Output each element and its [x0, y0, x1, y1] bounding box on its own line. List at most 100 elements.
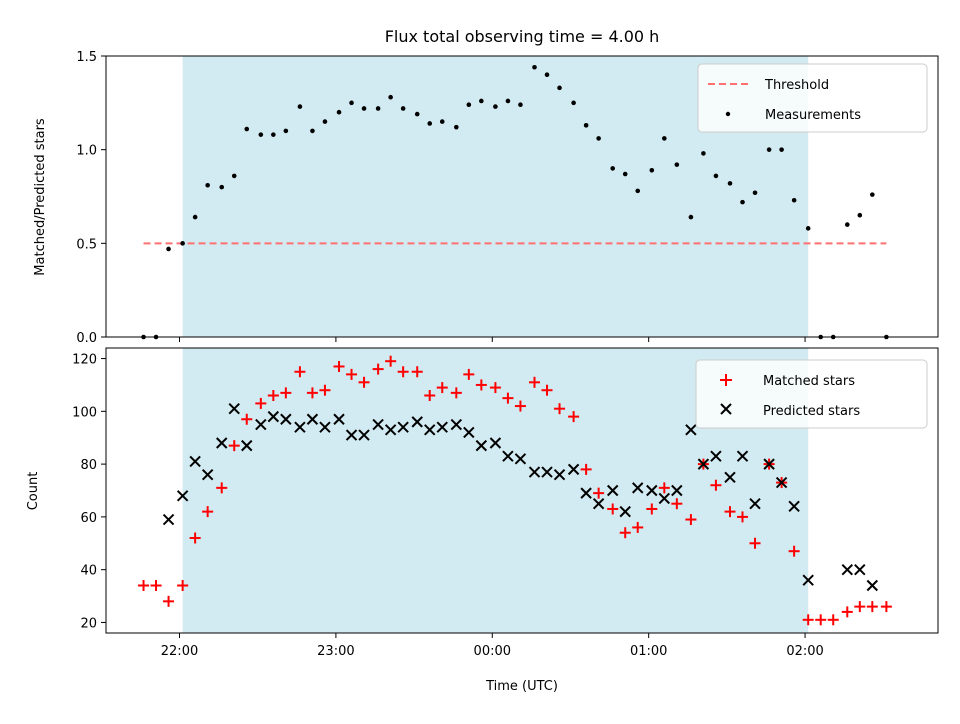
measurement-point — [231, 173, 237, 179]
measurement-point — [310, 128, 315, 134]
matched-star-point — [463, 368, 475, 380]
top-axes-frame — [105, 55, 939, 338]
measurement-point — [414, 111, 420, 117]
matched-star-point — [241, 413, 253, 425]
predicted-star-point — [854, 563, 866, 576]
bottom-y-tick-label: 80 — [80, 458, 97, 473]
matched-star-point — [827, 614, 839, 626]
predicted-star-point — [306, 413, 319, 425]
predicted-star-point — [319, 421, 331, 433]
matched-star-point — [607, 503, 619, 515]
measurement-point — [635, 188, 641, 194]
matched-star-point — [255, 397, 267, 409]
bottom-y-tick-label: 100 — [72, 405, 97, 420]
matched-star-point — [358, 376, 370, 388]
x-tick-label: 01:00 — [630, 644, 667, 659]
measurement-point — [349, 100, 354, 106]
measurement-point — [544, 72, 550, 78]
matched-star-point — [202, 506, 214, 518]
predicted-star-point — [358, 429, 370, 441]
predicted-star-point — [450, 418, 463, 431]
x-tick-label: 00:00 — [474, 644, 511, 659]
bottom-y-tick-label: 20 — [80, 616, 97, 631]
top-y-tick-label: 1.0 — [76, 144, 97, 159]
measurement-point — [583, 123, 589, 128]
top-y-tick-label: 1.5 — [76, 50, 97, 65]
matched-star-point — [737, 511, 749, 523]
predicted-star-point — [280, 413, 292, 425]
measurement-points — [141, 64, 889, 340]
predicted-star-point — [646, 484, 658, 497]
top-y-tick-label: 0.0 — [76, 331, 97, 346]
predicted-star-point — [592, 497, 605, 510]
predicted-star-point — [397, 421, 409, 433]
matched-star-point — [632, 521, 644, 533]
matched-star-point — [450, 387, 462, 399]
measurement-point — [844, 222, 850, 227]
measurement-point — [532, 64, 537, 70]
matched-star-point — [593, 487, 605, 499]
measurement-point — [779, 147, 784, 152]
matched-star-point — [346, 368, 358, 380]
bottom-axes-frame — [105, 347, 939, 634]
predicted-star-point — [463, 426, 475, 439]
measurement-point — [336, 109, 342, 115]
predicted-star-point — [228, 402, 240, 415]
measurement-point — [557, 85, 562, 91]
predicted-star-point — [514, 453, 527, 465]
measurement-point — [219, 184, 225, 190]
measurement-point — [740, 199, 745, 205]
measurement-point — [388, 94, 393, 100]
bottom-y-tick-label: 60 — [80, 511, 97, 526]
matched-star-point — [802, 614, 814, 626]
top-legend-box — [697, 63, 928, 133]
predicted-star-point — [632, 482, 644, 494]
predicted-star-point — [685, 424, 697, 436]
matched-star-point — [319, 384, 331, 396]
predicted-star-point — [606, 484, 619, 497]
measurement-point — [649, 167, 655, 173]
matched-star-point — [385, 355, 397, 367]
measurement-point — [205, 182, 210, 188]
measurement-point — [596, 136, 601, 141]
chart-title: Flux total observing time = 4.00 h — [385, 27, 660, 46]
predicted-star-point — [619, 505, 631, 518]
matched-star-point — [710, 479, 722, 491]
matched-star-point — [294, 366, 306, 378]
matched-star-point — [580, 463, 592, 475]
x-tick-label: 22:00 — [161, 644, 198, 659]
predicted-star-point — [749, 497, 761, 510]
predicted-legend-label: Predicted stars — [763, 404, 860, 419]
matched-star-point — [514, 400, 526, 412]
bottom-x-ticks: 22:00 23:00 00:00 01:00 02:00 — [161, 633, 824, 659]
matched-star-point — [671, 498, 683, 510]
predicted-star-point — [333, 413, 345, 425]
matched-star-point — [541, 384, 553, 396]
measurement-point — [688, 214, 694, 220]
measurement-point — [466, 102, 472, 108]
matched-star-point — [502, 392, 514, 404]
matched-star-point — [880, 601, 892, 613]
measurement-point — [166, 246, 171, 252]
predicted-star-point — [294, 421, 306, 433]
measurement-point — [610, 166, 616, 171]
measurement-point — [454, 124, 459, 130]
matched-star-point — [568, 411, 580, 423]
matched-star-point — [177, 580, 189, 591]
measurement-point — [713, 173, 719, 179]
top-y-tick-label: 0.5 — [76, 237, 97, 252]
predicted-star-point — [775, 476, 788, 489]
matched-star-point — [866, 601, 878, 613]
predicted-star-point — [411, 416, 423, 428]
predicted-star-point — [201, 468, 214, 481]
measurement-point — [805, 226, 811, 231]
matched-star-point — [228, 440, 240, 452]
measurement-point — [361, 106, 367, 111]
matched-star-point — [306, 387, 318, 399]
predicted-star-point — [841, 563, 854, 576]
matched-star-point — [475, 379, 487, 391]
measurement-point — [322, 119, 328, 124]
predicted-star-point — [541, 466, 553, 478]
matched-star-point — [280, 387, 292, 399]
bottom-legend: Matched stars Predicted stars — [695, 359, 928, 429]
